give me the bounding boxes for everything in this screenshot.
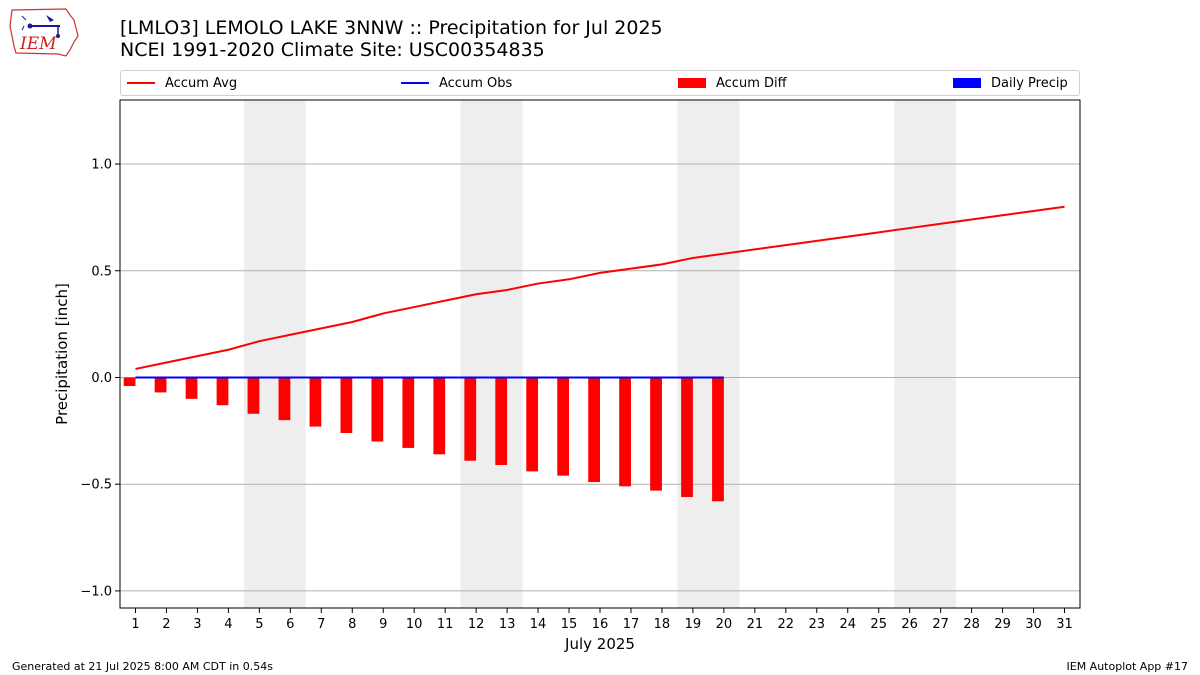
x-tick-label-23: 23 — [809, 617, 826, 632]
x-tick-label-21: 21 — [747, 617, 764, 632]
y-tick-label-1: −1.0 — [80, 584, 112, 599]
generated-timestamp: Generated at 21 Jul 2025 8:00 AM CDT in … — [12, 660, 273, 673]
legend-swatch-accum-obs — [401, 82, 429, 84]
x-tick-label-4: 4 — [224, 617, 232, 632]
x-tick-label-8: 8 — [348, 617, 356, 632]
x-tick-label-13: 13 — [499, 617, 516, 632]
accum-diff-bar-19 — [681, 377, 693, 498]
x-tick-label-25: 25 — [870, 617, 887, 632]
legend-label-accum-obs: Accum Obs — [439, 75, 513, 91]
chart-subtitle: NCEI 1991-2020 Climate Site: USC00354835 — [120, 39, 545, 61]
x-tick-label-27: 27 — [932, 617, 949, 632]
legend-item-accum-avg: Accum Avg — [127, 74, 237, 92]
legend-item-daily-precip: Daily Precip — [953, 74, 1068, 92]
legend-swatch-accum-diff — [678, 78, 706, 88]
x-tick-label-11: 11 — [437, 617, 454, 632]
app-label: IEM Autoplot App #17 — [1066, 660, 1189, 673]
accum-diff-bar-9 — [371, 377, 384, 442]
chart-legend: Accum Avg Accum Obs Accum Diff Daily Pre… — [120, 70, 1080, 96]
y-axis-label: Precipitation [inch] — [53, 283, 71, 425]
x-tick-label-30: 30 — [1025, 617, 1042, 632]
logo-text: IEM — [20, 34, 57, 54]
legend-label-accum-avg: Accum Avg — [165, 75, 238, 91]
accum-avg-line — [135, 205, 1065, 370]
legend-item-accum-obs: Accum Obs — [401, 74, 512, 92]
x-tick-label-19: 19 — [685, 617, 702, 632]
accum-diff-bar-20 — [712, 377, 724, 502]
accum-diff-bar-16 — [588, 377, 600, 483]
chart-title: [LMLO3] LEMOLO LAKE 3NNW :: Precipitatio… — [120, 17, 663, 39]
accum-diff-bar-6 — [278, 377, 291, 421]
x-tick-label-15: 15 — [561, 617, 578, 632]
x-tick-label-28: 28 — [963, 617, 980, 632]
weekend-shade-3 — [677, 100, 740, 608]
legend-label-accum-diff: Accum Diff — [716, 75, 787, 91]
precipitation-chart: −1.0−0.50.00.51.01 2 3 4 5 6 7 8 9 10 11 12 13 14 15 16… — [53, 99, 1081, 653]
accum-diff-bar-11 — [433, 377, 446, 455]
y-tick-label-4: 0.5 — [91, 264, 112, 279]
accum-diff-bar-14 — [526, 377, 539, 472]
y-tick-label-3: 0.0 — [91, 371, 112, 386]
accum-diff-bar-3 — [185, 377, 198, 399]
x-tick-label-18: 18 — [654, 617, 671, 632]
accum-diff-bar-4 — [216, 377, 229, 406]
x-tick-label-24: 24 — [839, 617, 856, 632]
legend-label-daily-precip: Daily Precip — [991, 75, 1068, 91]
accum-diff-bar-18 — [650, 377, 662, 491]
x-tick-label-5: 5 — [255, 617, 263, 632]
x-axis-label: July 2025 — [564, 635, 635, 653]
x-tick-label-20: 20 — [716, 617, 733, 632]
accum-diff-bar-2 — [154, 377, 167, 393]
legend-swatch-daily-precip — [953, 78, 981, 88]
x-tick-label-1: 1 — [131, 617, 139, 632]
accum-diff-bar-8 — [340, 377, 353, 433]
weather-instrument-icon — [21, 15, 60, 38]
x-tick-label-7: 7 — [317, 617, 325, 632]
accum-diff-bar-13 — [495, 377, 508, 465]
x-tick-label-26: 26 — [901, 617, 918, 632]
accum-diff-bar-1 — [123, 377, 136, 387]
accum-diff-bar-15 — [557, 377, 570, 476]
weekend-shade-2 — [460, 100, 523, 608]
iowa-state-outline-icon — [9, 8, 79, 57]
x-tick-label-14: 14 — [530, 617, 547, 632]
accum-diff-bar-5 — [247, 377, 260, 414]
x-tick-label-17: 17 — [623, 617, 640, 632]
accum-diff-bar-12 — [464, 377, 477, 461]
legend-item-accum-diff: Accum Diff — [678, 74, 787, 92]
x-tick-label-16: 16 — [592, 617, 609, 632]
x-tick-label-9: 9 — [379, 617, 387, 632]
x-tick-label-10: 10 — [406, 617, 423, 632]
x-tick-label-31: 31 — [1056, 617, 1073, 632]
x-tick-label-22: 22 — [778, 617, 795, 632]
weekend-shade-1 — [243, 100, 306, 608]
accum-diff-bar-7 — [309, 377, 322, 427]
x-tick-label-12: 12 — [468, 617, 485, 632]
x-tick-label-6: 6 — [286, 617, 294, 632]
x-tick-label-2: 2 — [162, 617, 170, 632]
iem-logo: IEM — [8, 6, 80, 58]
legend-swatch-accum-avg — [127, 82, 155, 84]
accum-diff-bar-10 — [402, 377, 415, 448]
weekend-shade-4 — [894, 100, 957, 608]
x-tick-label-29: 29 — [994, 617, 1011, 632]
x-tick-label-3: 3 — [193, 617, 201, 632]
y-tick-label-2: −0.5 — [80, 478, 112, 493]
accum-diff-bar-17 — [619, 377, 631, 487]
y-tick-label-5: 1.0 — [91, 158, 112, 173]
